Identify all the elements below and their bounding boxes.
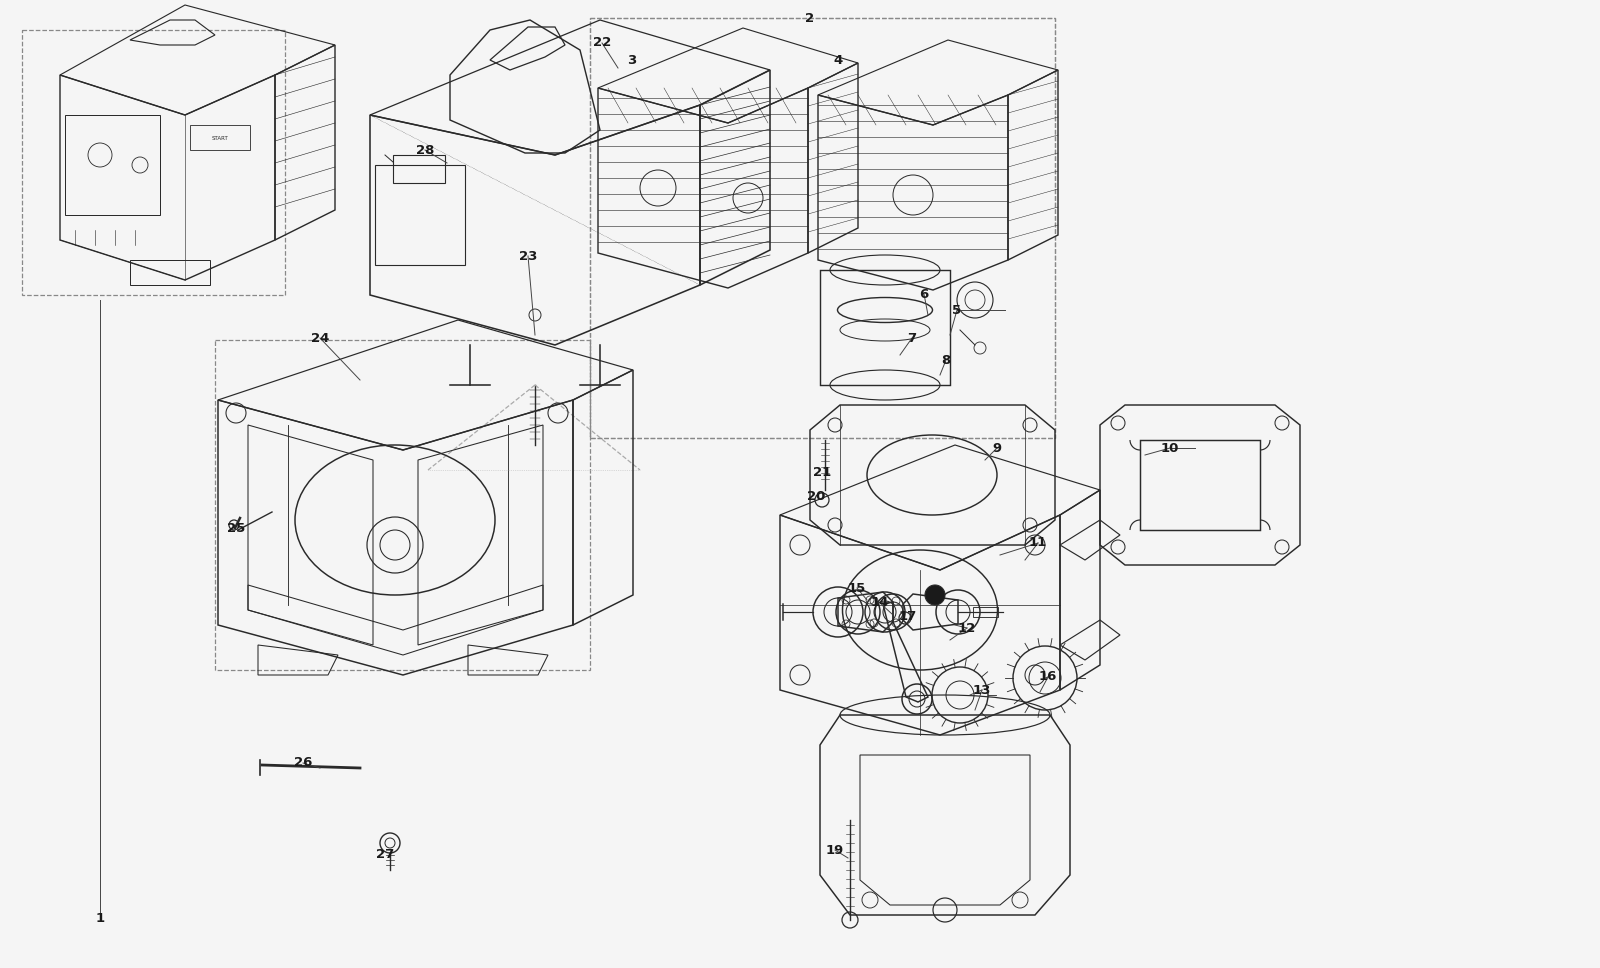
- Text: 22: 22: [594, 37, 611, 49]
- Bar: [22, 30, 285, 295]
- Text: 26: 26: [294, 757, 312, 770]
- Text: 6: 6: [920, 287, 928, 300]
- Text: 8: 8: [941, 353, 950, 367]
- Bar: [214, 340, 590, 670]
- Bar: [394, 155, 445, 183]
- Text: 23: 23: [518, 250, 538, 262]
- Text: 13: 13: [973, 683, 990, 697]
- Text: 10: 10: [1162, 441, 1179, 455]
- Text: 16: 16: [1038, 671, 1058, 683]
- Bar: [190, 125, 250, 150]
- Text: 9: 9: [992, 441, 1002, 455]
- Text: 18: 18: [928, 590, 946, 602]
- Text: 27: 27: [376, 848, 394, 861]
- Text: 21: 21: [813, 467, 830, 479]
- Bar: [130, 260, 210, 285]
- Text: 20: 20: [806, 491, 826, 503]
- Circle shape: [925, 585, 946, 605]
- Text: 24: 24: [310, 331, 330, 345]
- Text: 7: 7: [907, 331, 917, 345]
- Text: 17: 17: [899, 610, 917, 622]
- Bar: [819, 270, 950, 385]
- Bar: [590, 18, 1054, 438]
- Text: 11: 11: [1029, 536, 1046, 550]
- Bar: [1139, 440, 1261, 530]
- Text: 15: 15: [848, 582, 866, 594]
- Text: 1: 1: [96, 912, 104, 924]
- Bar: [374, 165, 466, 265]
- Text: 28: 28: [416, 143, 434, 157]
- Text: START: START: [211, 136, 229, 140]
- Text: 14: 14: [870, 596, 890, 610]
- Text: 12: 12: [958, 621, 976, 634]
- Text: 25: 25: [227, 522, 245, 534]
- Text: 5: 5: [952, 304, 962, 317]
- Bar: [590, 18, 1054, 438]
- Text: 3: 3: [627, 53, 637, 67]
- Bar: [66, 115, 160, 215]
- Text: 4: 4: [834, 53, 843, 67]
- Text: 2: 2: [805, 12, 814, 24]
- Text: 19: 19: [826, 843, 845, 857]
